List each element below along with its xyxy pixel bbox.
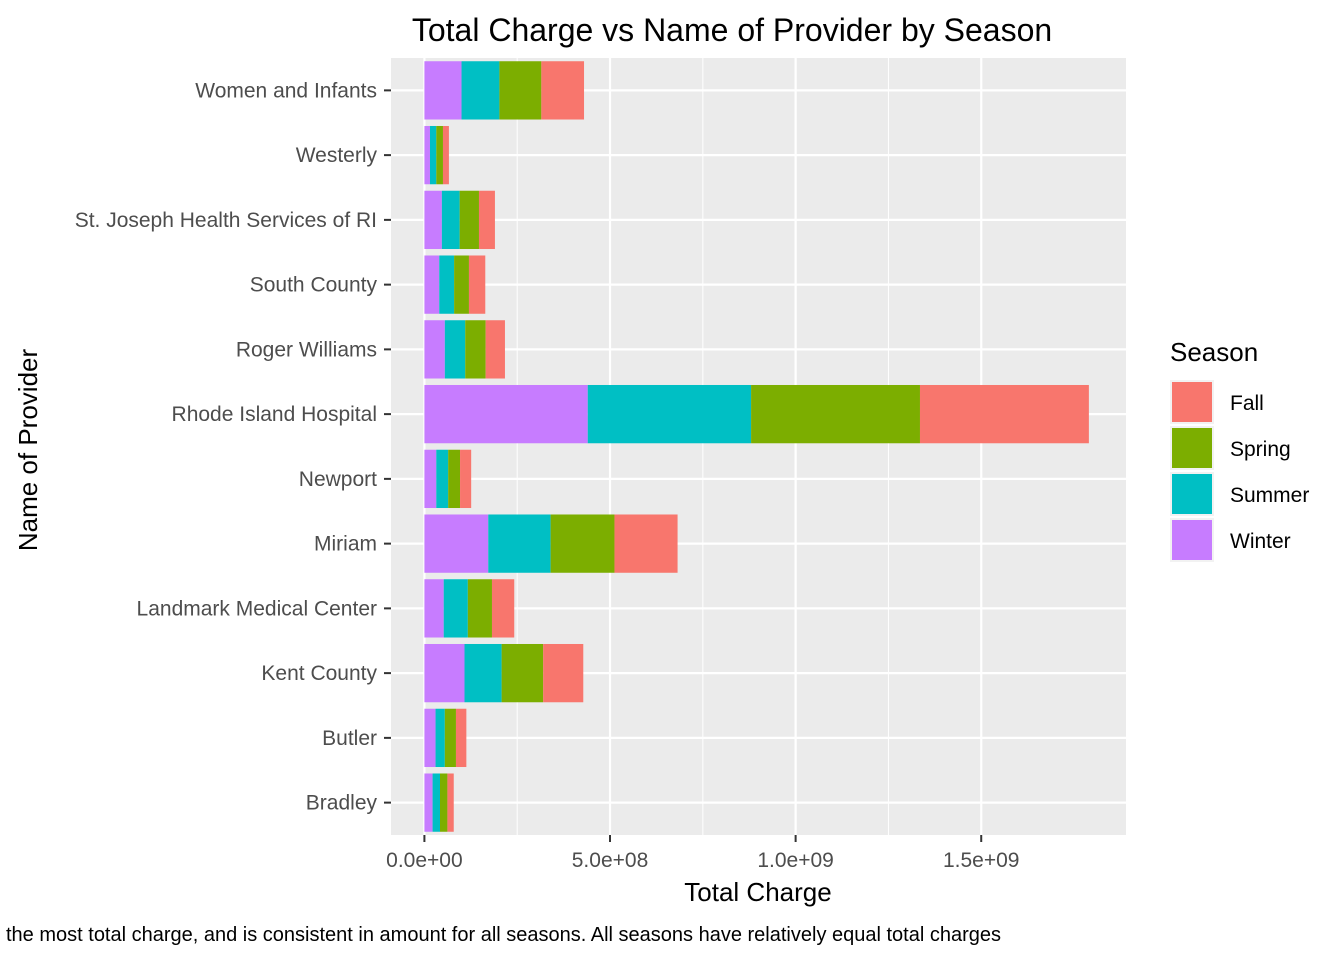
bar-fall	[491, 579, 515, 638]
bar-spring	[444, 708, 456, 768]
y-tick-label: Butler	[322, 727, 377, 750]
bar-spring	[467, 579, 492, 638]
x-tick-label: 5.0e+08	[572, 849, 649, 872]
bar-summer	[443, 579, 468, 638]
legend-label-summer: Summer	[1230, 484, 1309, 507]
caption: the most total charge, and is consistent…	[6, 924, 1001, 946]
bar-winter	[424, 773, 433, 832]
bar-fall	[442, 125, 449, 185]
y-tick-label: Bradley	[306, 792, 378, 815]
bar-summer	[488, 514, 551, 573]
bar-fall	[614, 514, 678, 573]
bar-summer	[432, 773, 440, 832]
bar-winter	[424, 579, 444, 638]
y-tick-label: Roger Williams	[236, 338, 377, 361]
bar-spring	[440, 773, 448, 832]
legend-key-winter	[1172, 520, 1212, 560]
x-tick-label: 1.5e+09	[943, 849, 1020, 872]
bar-spring	[454, 255, 469, 314]
x-axis: 0.0e+00 5.0e+08 1.0e+09 1.5e+09	[386, 835, 1019, 872]
bar-summer	[461, 61, 500, 120]
legend-key-fall	[1172, 382, 1212, 422]
legend-key-summer	[1172, 474, 1212, 514]
bar-spring	[550, 514, 615, 573]
bar-spring	[751, 384, 920, 444]
bar-winter	[424, 449, 437, 509]
bar-spring	[465, 320, 486, 379]
y-tick-label: Miriam	[314, 533, 377, 556]
y-tick-label: South County	[250, 274, 378, 297]
plot-panel	[391, 58, 1126, 835]
bar-winter	[424, 190, 442, 250]
y-axis-title: Name of Provider	[13, 349, 43, 552]
chart-title: Total Charge vs Name of Provider by Seas…	[412, 12, 1052, 48]
bar-spring	[448, 449, 461, 509]
legend-label-spring: Spring	[1230, 438, 1291, 461]
bar-summer	[429, 125, 437, 185]
legend-title: Season	[1170, 337, 1258, 367]
bar-fall	[919, 384, 1089, 444]
bar-summer	[441, 190, 460, 250]
bar-spring	[501, 643, 544, 703]
legend-label-winter: Winter	[1230, 530, 1291, 553]
x-tick-label: 1.0e+09	[757, 849, 834, 872]
bar-summer	[435, 708, 445, 768]
bar-summer	[587, 384, 752, 444]
bar-winter	[424, 320, 445, 379]
y-tick-label: Kent County	[261, 662, 377, 685]
bar-summer	[436, 449, 449, 509]
bar-fall	[485, 320, 505, 379]
y-tick-label: Women and Infants	[195, 79, 377, 102]
bar-fall	[460, 449, 472, 509]
bar-fall	[543, 643, 584, 703]
legend-key-spring	[1172, 428, 1212, 468]
bar-winter	[424, 61, 462, 120]
bar-fall	[468, 255, 486, 314]
legend-label-fall: Fall	[1230, 392, 1264, 415]
minor-gridlines	[516, 58, 889, 835]
bar-spring	[499, 61, 542, 120]
bar-winter	[424, 384, 588, 444]
bar-fall	[478, 190, 495, 250]
bar-winter	[424, 708, 436, 768]
y-tick-label: Rhode Island Hospital	[172, 403, 377, 426]
bar-winter	[424, 255, 440, 314]
x-tick-label: 0.0e+00	[386, 849, 463, 872]
bar-winter	[424, 125, 430, 185]
bar-fall	[447, 773, 454, 832]
bar-spring	[459, 190, 479, 250]
y-tick-label: Westerly	[296, 144, 378, 167]
legend: Season Fall Spring Summer Winter	[1170, 337, 1309, 562]
bar-fall	[455, 708, 467, 768]
bar-spring	[436, 125, 443, 185]
y-axis: Bradley Butler Kent County Landmark Medical…	[75, 79, 391, 815]
y-tick-label: Landmark Medical Center	[137, 597, 377, 620]
y-tick-label: Newport	[299, 468, 377, 491]
bar-winter	[424, 643, 465, 703]
y-tick-label: St. Joseph Health Services of RI	[75, 209, 377, 232]
bar-summer	[439, 255, 455, 314]
bar-summer	[464, 643, 502, 703]
bars	[424, 61, 1089, 832]
x-axis-title: Total Charge	[684, 877, 831, 907]
bar-summer	[444, 320, 466, 379]
bar-winter	[424, 514, 489, 573]
bar-fall	[541, 61, 585, 120]
